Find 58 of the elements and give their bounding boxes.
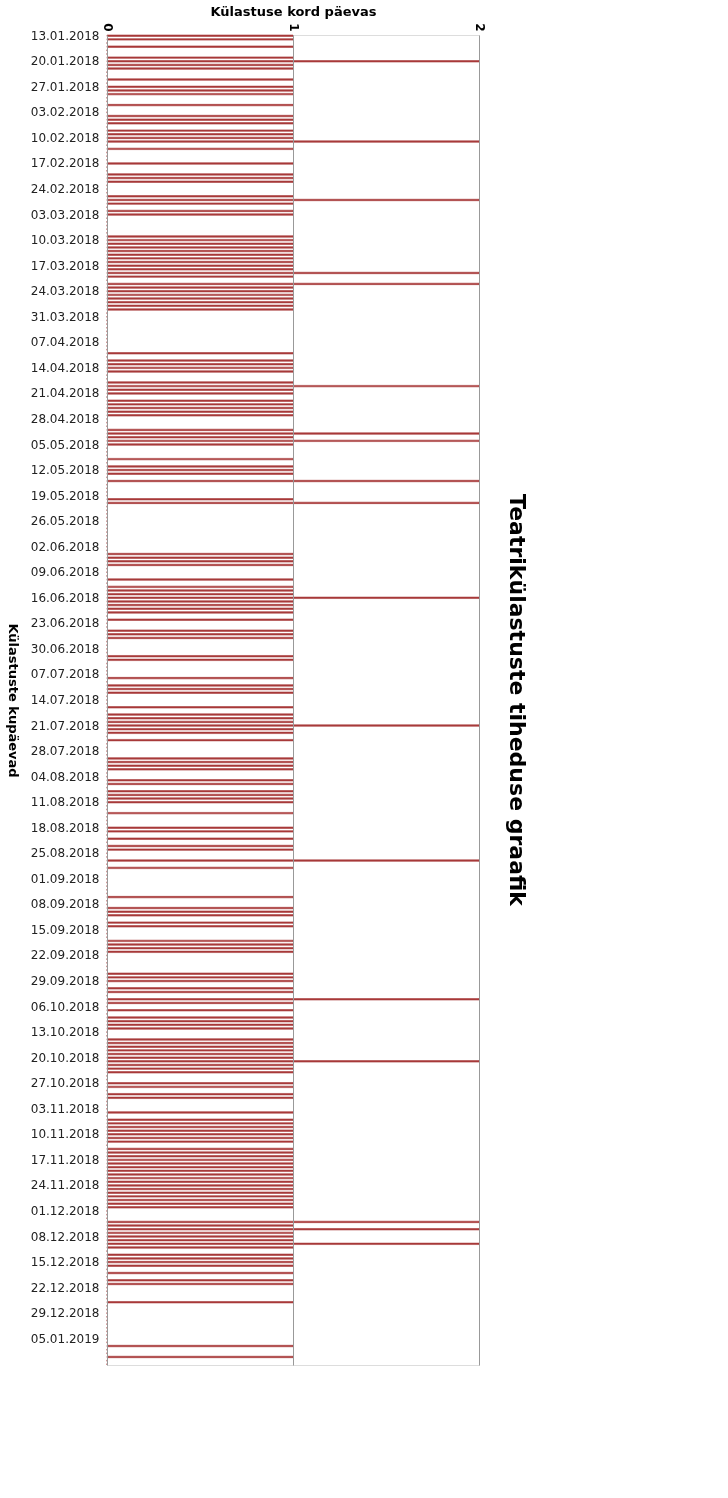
y-tick-label: 22.12.2018 (30, 1280, 100, 1295)
y-tick-label: 18.08.2018 (30, 820, 100, 835)
y-tick-label: 10.02.2018 (30, 130, 100, 145)
y-tick-label: 25.08.2018 (30, 846, 100, 861)
y-tick-label: 20.01.2018 (30, 54, 100, 69)
y-tick-label: 13.10.2018 (30, 1025, 100, 1040)
y-tick-label: 01.12.2018 (30, 1203, 100, 1218)
y-tick-label: 11.08.2018 (30, 795, 100, 810)
y-tick-label: 10.03.2018 (30, 233, 100, 248)
y-tick-label: 14.04.2018 (30, 360, 100, 375)
y-tick-label: 21.04.2018 (30, 386, 100, 401)
x-tick-label: 2 (472, 23, 487, 32)
y-tick-label: 23.06.2018 (30, 616, 100, 631)
y-tick-label: 17.03.2018 (30, 258, 100, 273)
y-tick-label: 24.03.2018 (30, 284, 100, 299)
y-tick-label: 30.06.2018 (30, 641, 100, 656)
y-tick-label: 28.04.2018 (30, 411, 100, 426)
y-tick-label: 01.09.2018 (30, 871, 100, 886)
y-tick-label: 14.07.2018 (30, 693, 100, 707)
y-tick-label: 27.01.2018 (30, 79, 100, 94)
y-tick-label: 27.10.2018 (30, 1076, 100, 1091)
y-tick-label: 10.11.2018 (30, 1127, 100, 1142)
y-tick-label: 29.12.2018 (30, 1306, 100, 1321)
y-tick-label: 07.04.2018 (30, 335, 100, 350)
y-tick-label: 17.02.2018 (30, 156, 100, 171)
y-tick-label: 21.07.2018 (30, 718, 100, 733)
y-tick-label: 08.12.2018 (30, 1229, 100, 1244)
y-tick-label: 05.01.2019 (30, 1331, 100, 1346)
y-tick-label: 24.02.2018 (30, 182, 100, 197)
y-tick-label: 08.09.2018 (30, 897, 100, 912)
y-tick-label: 12.05.2018 (30, 463, 100, 478)
y-tick-label: 26.05.2018 (30, 514, 100, 529)
y-axis-title: Külastuste kupäevad (5, 623, 21, 778)
y-tick-label: 28.07.2018 (30, 744, 100, 759)
y-tick-label: 07.07.2018 (30, 667, 100, 682)
y-tick-label: 29.09.2018 (30, 974, 100, 989)
y-tick-label: 24.11.2018 (30, 1178, 100, 1193)
text: Teatrikülastuste tiheduse graafik (505, 494, 530, 908)
y-tick-label: 20.10.2018 (30, 1050, 100, 1065)
y-tick-label: 06.10.2018 (30, 999, 100, 1014)
y-tick-label: 02.06.2018 (30, 539, 100, 554)
y-tick-label: 22.09.2018 (30, 948, 100, 963)
y-tick-label: 09.06.2018 (30, 565, 100, 580)
y-tick-label: 13.01.2018 (30, 28, 100, 43)
y-tick-label: 15.09.2018 (30, 922, 100, 937)
y-tick-label: 17.11.2018 (30, 1152, 100, 1167)
y-tick-label: 15.12.2018 (30, 1255, 100, 1270)
y-tick-label: 04.08.2018 (30, 769, 100, 784)
x-tick-label: 0 (100, 23, 115, 32)
y-tick-label: 16.06.2018 (30, 590, 100, 605)
y-tick-label: 03.02.2018 (30, 105, 100, 120)
y-tick-label: 03.11.2018 (30, 1101, 100, 1116)
x-axis-title: Külastuse kord päevas (210, 4, 377, 20)
y-tick-label: 19.05.2018 (30, 488, 100, 503)
x-tick-label: 1 (286, 23, 301, 32)
y-tick-label: 31.03.2018 (30, 309, 100, 324)
y-tick-label: 05.05.2018 (30, 437, 100, 452)
y-tick-label: 03.03.2018 (30, 207, 100, 222)
